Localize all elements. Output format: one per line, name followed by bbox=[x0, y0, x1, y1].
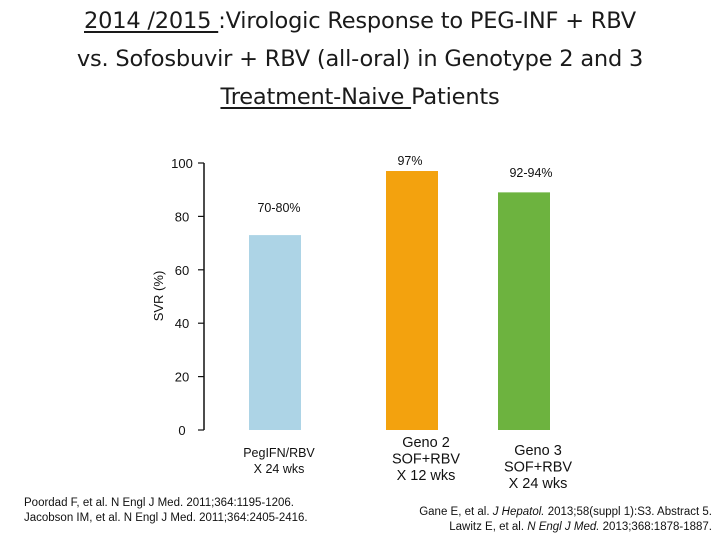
bar-3 bbox=[498, 192, 550, 430]
y-tick-label-0: 0 bbox=[178, 423, 185, 438]
title-line-3-text: Patients bbox=[411, 84, 500, 110]
reference-lawitz: Lawitz E, et al. N Engl J Med. 2013;368:… bbox=[419, 520, 712, 535]
reference-jacobson: Jacobson IM, et al. N Engl J Med. 2011;3… bbox=[24, 512, 308, 524]
category-label-3-line-2: SOF+RBV bbox=[504, 460, 572, 476]
title-line-1-text: :Virologic Response to PEG-INF + RBV bbox=[218, 8, 636, 34]
title-years: 2014 /2015 bbox=[84, 8, 219, 34]
y-tick-label-60: 60 bbox=[175, 263, 189, 278]
category-label-3-line-1: Geno 3 bbox=[514, 443, 562, 459]
y-tick-label-40: 40 bbox=[175, 316, 189, 331]
slide-title: 2014 /2015 :Virologic Response to PEG-IN… bbox=[0, 2, 720, 116]
reference-lawitz-authors: Lawitz E, et al. bbox=[449, 521, 528, 533]
y-axis-title: SVR (%) bbox=[151, 271, 166, 322]
reference-lawitz-citation: 2013;368:1878-1887. bbox=[599, 521, 712, 533]
references-left: Poordad F, et al. N Engl J Med. 2011;364… bbox=[24, 496, 308, 526]
bar-1 bbox=[249, 235, 301, 430]
reference-lawitz-journal: N Engl J Med. bbox=[527, 521, 600, 533]
y-tick-label-20: 20 bbox=[175, 370, 189, 385]
category-label-2-line-1: Geno 2 bbox=[402, 435, 450, 451]
title-population: Treatment-Naive bbox=[220, 84, 412, 110]
y-tick-label-80: 80 bbox=[175, 209, 189, 224]
value-label-3: 92-94% bbox=[509, 166, 552, 180]
category-label-1-line-1: PegIFN/RBV bbox=[243, 446, 315, 460]
value-label-1: 70-80% bbox=[257, 201, 300, 215]
title-line-3: Treatment-Naive Patients bbox=[0, 78, 720, 116]
category-label-2-line-2: SOF+RBV bbox=[392, 452, 460, 468]
references-right: Gane E, et al. J Hepatol. 2013;58(suppl … bbox=[419, 505, 712, 535]
reference-gane-journal: J Hepatol. bbox=[492, 506, 545, 518]
category-label-1-line-2: X 24 wks bbox=[254, 462, 305, 476]
reference-gane: Gane E, et al. J Hepatol. 2013;58(suppl … bbox=[419, 505, 712, 520]
category-label-3-line-3: X 24 wks bbox=[509, 476, 568, 492]
category-label-2-line-3: X 12 wks bbox=[397, 468, 456, 484]
title-line-1: 2014 /2015 :Virologic Response to PEG-IN… bbox=[0, 2, 720, 40]
reference-gane-citation: 2013;58(suppl 1):S3. Abstract 5. bbox=[544, 506, 712, 518]
bar-2 bbox=[386, 171, 438, 430]
reference-gane-authors: Gane E, et al. bbox=[419, 506, 493, 518]
value-label-2: 97% bbox=[397, 154, 422, 168]
y-tick-label-100: 100 bbox=[171, 156, 193, 171]
title-line-2: vs. Sofosbuvir + RBV (all-oral) in Genot… bbox=[76, 46, 644, 72]
reference-poordad: Poordad F, et al. N Engl J Med. 2011;364… bbox=[24, 497, 295, 509]
